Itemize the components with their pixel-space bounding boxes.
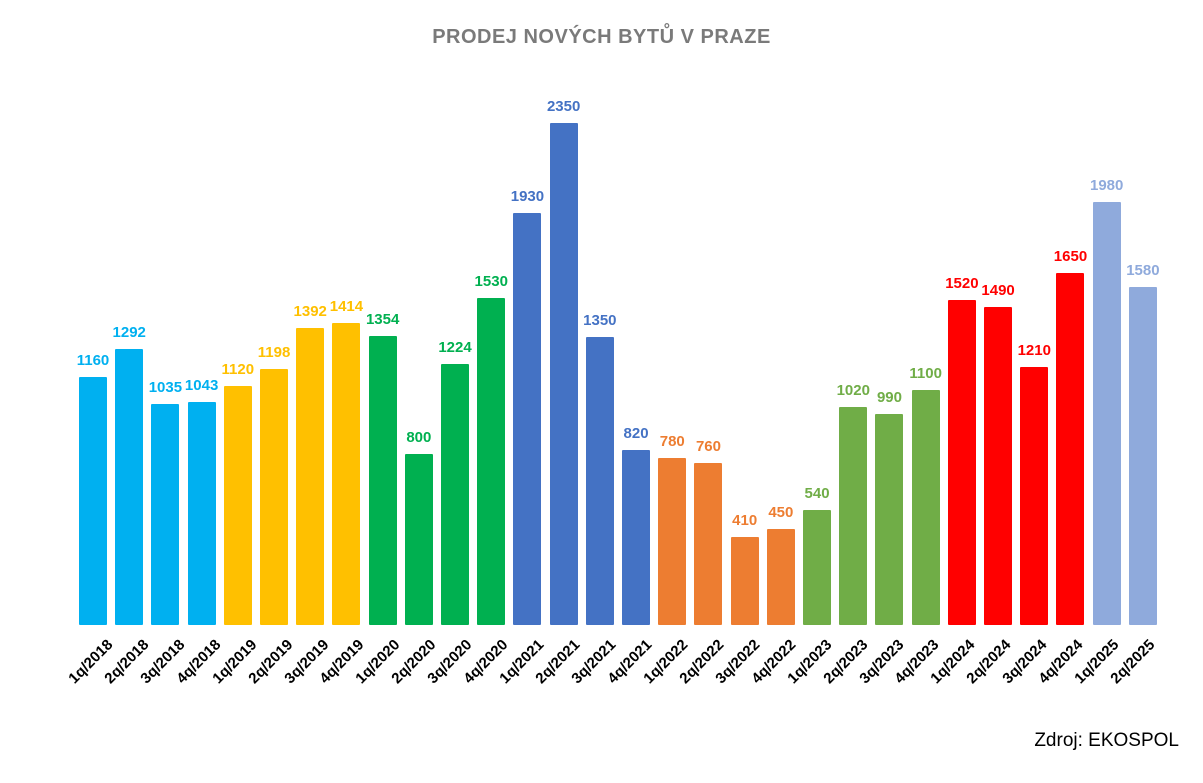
bar-2q-2022: 760 bbox=[694, 439, 723, 625]
bar-value-label-1q-2022: 780 bbox=[659, 433, 685, 450]
bar-1q-2022: 780 bbox=[658, 434, 687, 625]
bar-3q-2024: 1210 bbox=[1018, 343, 1051, 625]
bar-value-label-4q-2021: 820 bbox=[623, 425, 649, 442]
bar-value-label-1q-2018: 1160 bbox=[76, 352, 110, 369]
bar-3q-2019: 1392 bbox=[294, 304, 327, 625]
bar-value-label-3q-2021: 1350 bbox=[583, 312, 617, 329]
bar-value-label-4q-2020: 1530 bbox=[474, 273, 508, 290]
bar-value-label-2q-2022: 760 bbox=[695, 438, 721, 455]
bar-3q-2018: 1035 bbox=[149, 380, 182, 625]
bar-1q-2019: 1120 bbox=[222, 362, 254, 625]
bar-value-label-1q-2025: 1980 bbox=[1090, 177, 1124, 194]
bar-value-label-2q-2018: 1292 bbox=[112, 324, 146, 341]
bar-value-label-3q-2024: 1210 bbox=[1017, 342, 1051, 359]
bar-value-label-2q-2025: 1580 bbox=[1126, 262, 1160, 279]
bar-2q-2025: 1580 bbox=[1126, 263, 1160, 625]
bar-value-label-1q-2024: 1520 bbox=[945, 275, 979, 292]
bar-4q-2019: 1414 bbox=[330, 299, 363, 625]
bar-value-label-4q-2024: 1650 bbox=[1053, 248, 1088, 265]
bar-2q-2021: 2350 bbox=[547, 99, 580, 625]
bar-3q-2020: 1224 bbox=[438, 340, 472, 625]
bar-4q-2022: 450 bbox=[766, 505, 795, 625]
bar-value-label-3q-2022: 410 bbox=[732, 512, 758, 529]
bar-value-label-2q-2019: 1198 bbox=[257, 344, 291, 361]
bar-1q-2023: 540 bbox=[803, 486, 832, 625]
bar-value-label-3q-2018: 1035 bbox=[148, 379, 183, 396]
bar-3q-2022: 410 bbox=[730, 513, 759, 625]
bar-2q-2018: 1292 bbox=[113, 325, 146, 625]
bar-value-label-2q-2023: 1020 bbox=[836, 382, 870, 399]
bar-value-label-1q-2020: 1354 bbox=[365, 311, 400, 328]
bar-4q-2018: 1043 bbox=[185, 378, 218, 625]
bar-value-label-4q-2019: 1414 bbox=[329, 298, 364, 315]
bar-4q-2021: 820 bbox=[622, 426, 651, 625]
bar-1q-2020: 1354 bbox=[366, 312, 399, 625]
source-label: Zdroj: EKOSPOL bbox=[1034, 730, 1179, 751]
bar-value-label-4q-2018: 1043 bbox=[184, 377, 219, 394]
bar-value-label-3q-2023: 990 bbox=[876, 389, 902, 406]
bar-value-label-2q-2021: 2350 bbox=[546, 98, 581, 115]
bar-value-label-4q-2023: 1100 bbox=[909, 365, 942, 382]
bar-2q-2024: 1490 bbox=[981, 283, 1015, 625]
plot-area: 1160 1q/2018 1292 2q/2018 1035 3q/2018 1043 4q/… bbox=[65, 99, 1160, 687]
chart-title: PRODEJ NOVÝCH BYTŮ V PRAZE bbox=[432, 26, 771, 48]
bar-3q-2021: 1350 bbox=[583, 313, 617, 625]
bar-value-label-4q-2022: 450 bbox=[768, 504, 794, 521]
bar-4q-2024: 1650 bbox=[1054, 249, 1087, 625]
bar-1q-2021: 1930 bbox=[511, 189, 544, 625]
bar-value-label-3q-2019: 1392 bbox=[293, 303, 327, 320]
bar-2q-2020: 800 bbox=[404, 430, 433, 625]
bar-2q-2023: 1020 bbox=[837, 383, 870, 625]
bar-value-label-1q-2021: 1930 bbox=[510, 188, 545, 205]
bar-2q-2019: 1198 bbox=[258, 345, 290, 625]
bar-value-label-1q-2019: 1120 bbox=[221, 361, 255, 378]
bar-1q-2018: 1160 bbox=[77, 353, 109, 625]
bar-value-label-2q-2020: 800 bbox=[406, 429, 432, 446]
bar-3q-2023: 990 bbox=[875, 390, 904, 625]
bar-value-label-1q-2023: 540 bbox=[804, 485, 830, 502]
bar-1q-2025: 1980 bbox=[1090, 178, 1123, 625]
bar-4q-2020: 1530 bbox=[475, 274, 508, 625]
bar-1q-2024: 1520 bbox=[945, 276, 979, 625]
bar-value-label-3q-2020: 1224 bbox=[438, 339, 472, 356]
bar-4q-2023: 1100 bbox=[909, 366, 942, 625]
bar-value-label-2q-2024: 1490 bbox=[981, 282, 1015, 299]
